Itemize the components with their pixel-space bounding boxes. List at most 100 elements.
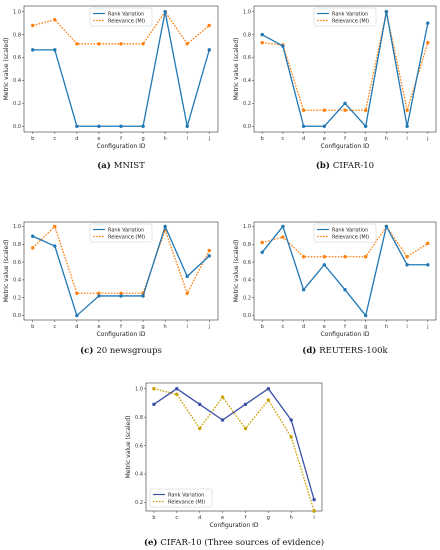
data-point-relevance (97, 291, 101, 295)
data-point-relevance (152, 386, 156, 391)
data-point-rank-variation (53, 244, 57, 248)
legend-label: Rank Variation (332, 227, 368, 233)
data-point-relevance (141, 42, 145, 46)
caption-text: MNIST (114, 161, 145, 171)
y-tick-label: 0.2 (243, 101, 251, 107)
series-line-rank-variation (153, 388, 315, 500)
y-tick-label: 0.8 (243, 32, 251, 38)
data-point-rank-variation (426, 263, 430, 267)
x-tick-label: f (344, 136, 346, 142)
x-tick-label: b (261, 136, 264, 142)
y-axis-title: Metric value (scaled) (233, 240, 240, 303)
y-tick-label: 1.0 (243, 224, 251, 230)
x-tick-label: d (302, 136, 305, 142)
data-point-relevance (31, 246, 35, 250)
data-point-rank-variation (384, 224, 389, 229)
caption-text: CIFAR-10 (333, 161, 374, 171)
chart-panel-e: 0.2 0.4 0.6 0.8 1.0 b c d e f g h i Configuration ID M… (125, 382, 324, 548)
data-point-rank-variation (163, 10, 167, 14)
x-tick-label: i (406, 136, 407, 142)
legend-label: Rank Variation (332, 11, 368, 17)
y-tick-label: 0.6 (243, 55, 251, 61)
data-point-relevance (312, 509, 316, 513)
data-point-relevance (207, 23, 211, 28)
y-tick-label: 0.2 (13, 295, 21, 301)
data-point-rank-variation (343, 101, 347, 106)
y-tick-label: 1.0 (13, 224, 21, 230)
data-point-rank-variation (260, 250, 264, 254)
legend-label: Rank Variation (108, 227, 144, 233)
y-tick-label: 0.6 (243, 260, 251, 266)
x-tick-label: h (290, 515, 293, 521)
data-point-relevance (364, 255, 368, 259)
data-point-rank-variation (75, 124, 79, 128)
data-point-rank-variation (197, 402, 202, 407)
x-tick-label: g (364, 136, 367, 142)
legend-label: Relevance (MI) (332, 18, 369, 24)
data-point-rank-variation (426, 21, 430, 25)
y-tick-label: 0.8 (243, 242, 251, 248)
y-tick-label: 0.4 (243, 278, 251, 284)
x-tick-label: b (152, 515, 155, 521)
legend-label: Rank Variation (168, 492, 204, 498)
y-tick-label: 0.0 (13, 124, 21, 130)
data-point-relevance (53, 224, 57, 229)
x-tick-label: h (385, 136, 388, 142)
data-point-relevance (75, 291, 79, 295)
chart-panel-b: 0.0 0.2 0.4 0.6 0.8 1.0 b c d e f g h i j Configuration… (233, 5, 437, 171)
series-line-rank-variation (32, 11, 210, 127)
data-point-relevance (289, 435, 293, 439)
x-tick-label: i (406, 324, 407, 330)
data-point-rank-variation (281, 224, 285, 229)
y-tick-label: 0.2 (243, 295, 251, 301)
x-tick-label: d (75, 324, 78, 330)
data-point-rank-variation (260, 32, 264, 37)
caption-label: (b) (316, 160, 333, 171)
data-point-relevance (405, 255, 409, 259)
y-tick-label: 0.2 (13, 101, 21, 107)
data-point-relevance (266, 398, 271, 402)
x-tick-label: f (245, 515, 247, 521)
data-point-relevance (364, 108, 368, 112)
y-tick-label: 0.6 (13, 55, 21, 61)
data-point-rank-variation (364, 313, 368, 318)
data-point-relevance (207, 248, 211, 253)
y-tick-label: 0.0 (243, 124, 251, 130)
caption-label: (d) (302, 345, 319, 356)
x-tick-label: g (364, 324, 367, 330)
data-point-rank-variation (384, 10, 389, 14)
data-point-rank-variation (97, 294, 101, 298)
data-point-relevance (343, 108, 347, 112)
y-tick-label: 1.0 (135, 386, 143, 392)
data-point-rank-variation (312, 497, 316, 502)
x-tick-label: e (97, 136, 100, 142)
x-tick-label: e (97, 324, 100, 330)
x-tick-label: h (385, 324, 388, 330)
data-point-rank-variation (289, 418, 293, 422)
data-point-rank-variation (266, 386, 271, 391)
y-tick-label: 0.2 (135, 500, 143, 506)
data-point-rank-variation (281, 44, 285, 48)
legend-label: Relevance (MI) (168, 499, 205, 505)
series-line-relevance (262, 11, 429, 111)
caption-text: 20 newsgroups (96, 346, 162, 356)
data-point-relevance (175, 392, 179, 397)
data-point-relevance (301, 255, 306, 259)
x-tick-label: c (282, 136, 285, 142)
legend-label: Rank Variation (108, 11, 144, 17)
x-tick-label: e (221, 515, 224, 521)
data-point-relevance (119, 42, 123, 46)
data-point-relevance (260, 240, 264, 245)
x-tick-label: c (175, 515, 178, 521)
x-axis-title: Configuration ID (321, 143, 370, 150)
data-point-relevance (31, 23, 35, 28)
y-tick-label: 0.0 (13, 313, 21, 319)
data-point-relevance (197, 426, 202, 431)
data-point-relevance (301, 108, 306, 112)
y-tick-label: 0.4 (13, 278, 21, 284)
legend-label: Relevance (MI) (108, 234, 145, 240)
